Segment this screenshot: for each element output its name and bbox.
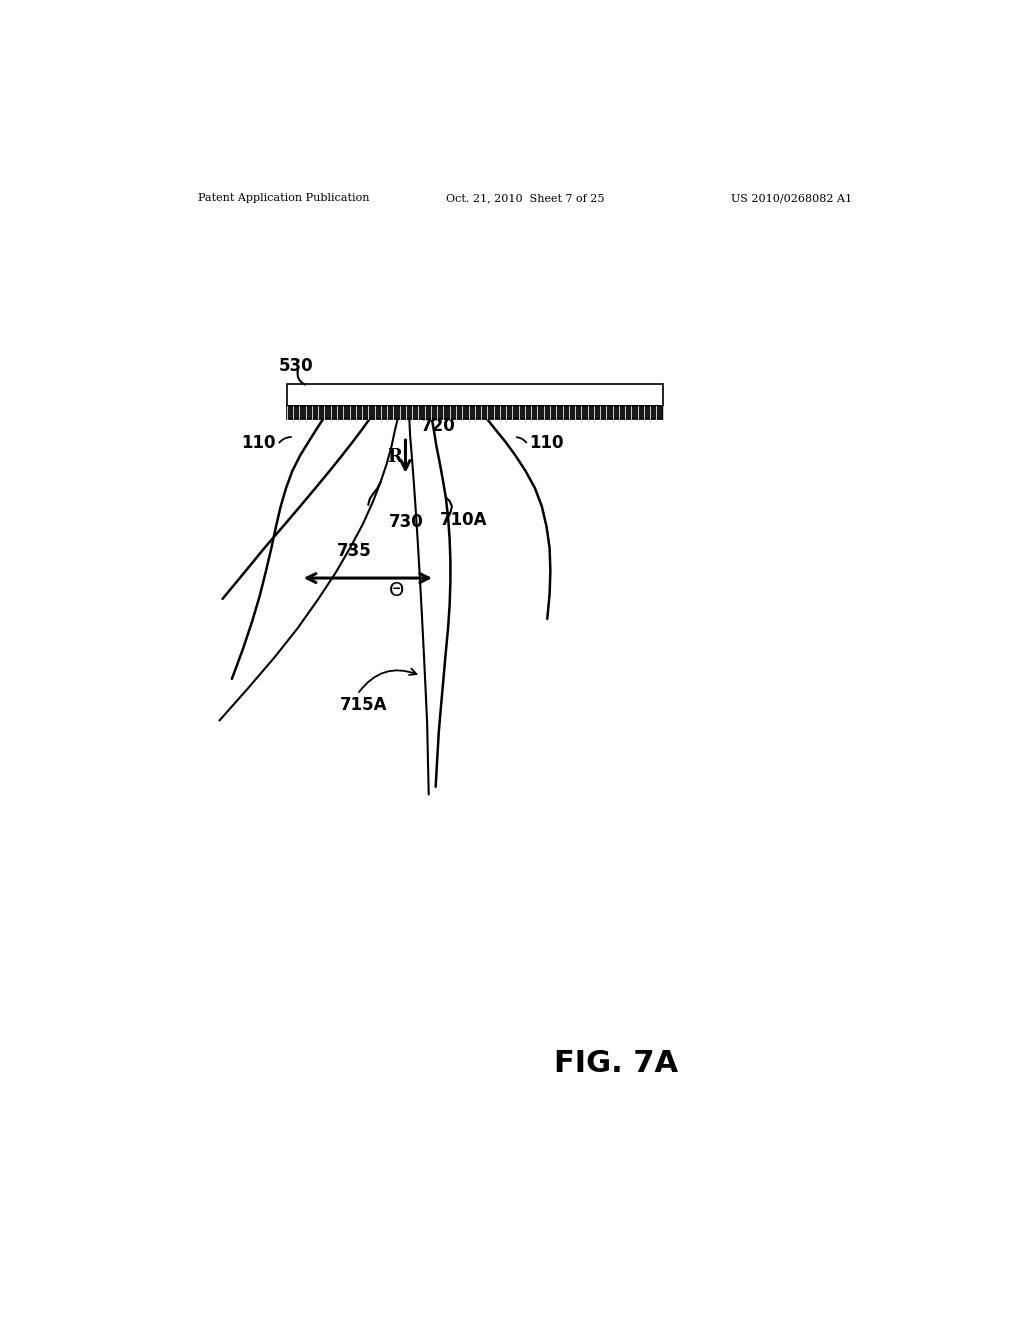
Text: 110: 110	[529, 434, 564, 453]
Bar	[287, 384, 663, 407]
Text: R: R	[387, 449, 402, 466]
FancyArrowPatch shape	[280, 437, 291, 442]
Text: 735: 735	[337, 543, 372, 560]
Text: 110: 110	[241, 434, 275, 453]
FancyArrowPatch shape	[359, 669, 417, 692]
Text: FIG. 7A: FIG. 7A	[554, 1048, 678, 1077]
Text: $\Theta$: $\Theta$	[388, 582, 404, 601]
Text: Patent Application Publication: Patent Application Publication	[198, 194, 370, 203]
Text: 715A: 715A	[340, 696, 388, 714]
Text: US 2010/0268082 A1: US 2010/0268082 A1	[731, 194, 852, 203]
FancyArrowPatch shape	[298, 371, 305, 384]
Text: 530: 530	[280, 358, 313, 375]
Text: Oct. 21, 2010  Sheet 7 of 25: Oct. 21, 2010 Sheet 7 of 25	[445, 194, 604, 203]
FancyArrowPatch shape	[517, 437, 526, 442]
Text: 710A: 710A	[440, 511, 487, 529]
Text: 720: 720	[421, 417, 456, 436]
Text: 730: 730	[389, 513, 424, 531]
Bar	[287, 407, 663, 418]
